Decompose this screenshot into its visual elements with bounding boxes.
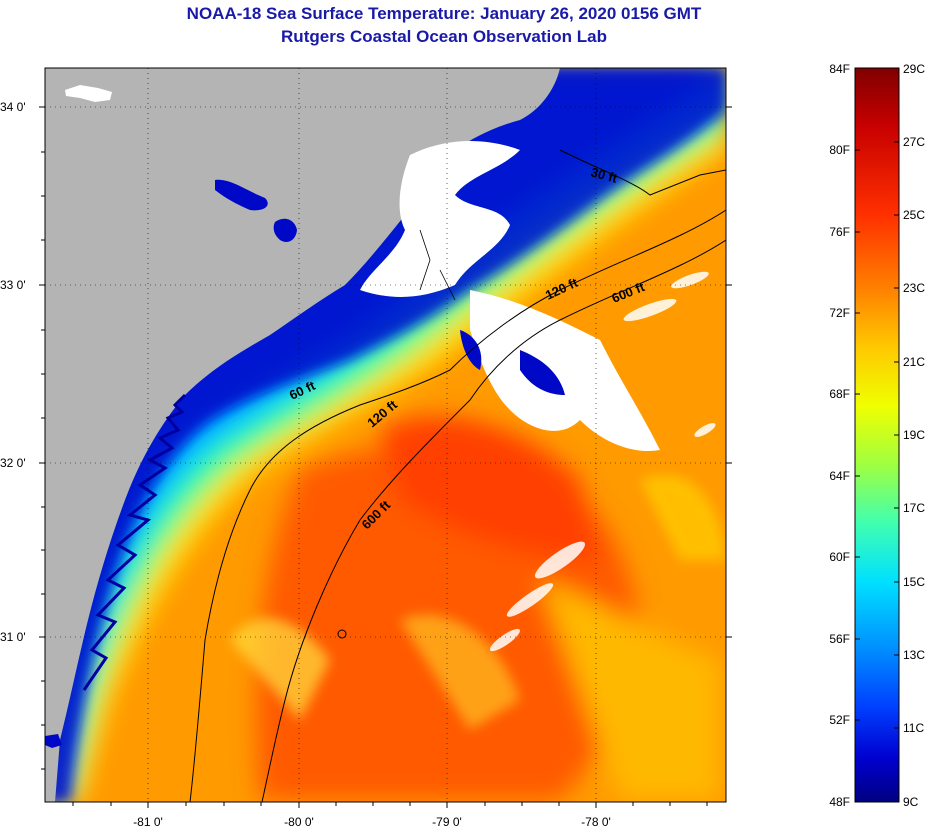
contour-30ft [559,149,726,196]
cb-f-label-8: 52F [829,713,850,727]
cb-c-label-10: 9C [903,795,919,809]
lat-label-32: 32 0' [0,456,26,470]
cb-f-label-3: 72F [829,306,850,320]
cloud-cover [360,140,520,297]
map-subtitle: Rutgers Coastal Ocean Observation Lab [281,27,607,46]
map-imagery [45,68,726,802]
cb-c-label-4: 21C [903,355,925,369]
land-mass [45,68,560,802]
cb-c-label-2: 25C [903,208,925,222]
map-frame [44,67,727,803]
lon-label-81: -81 0' [133,815,163,829]
map-title: NOAA-18 Sea Surface Temperature: January… [186,4,702,23]
lat-label-31: 31 0' [0,630,26,644]
cb-f-label-9: 48F [829,795,850,809]
cb-c-label-1: 27C [903,135,925,149]
cb-f-label-7: 56F [829,632,850,646]
contour-600ft [261,239,726,802]
cb-f-label-2: 76F [829,225,850,239]
cb-f-label-6: 60F [829,550,850,564]
cb-f-label-5: 64F [829,469,850,483]
cb-f-label-4: 68F [829,387,850,401]
cb-c-label-0: 29C [903,62,925,76]
contour-label-30ft: 30 ft [589,164,619,186]
cb-f-label-1: 80F [829,143,850,157]
cb-c-label-3: 23C [903,281,925,295]
lat-label-33: 33 0' [0,278,26,292]
colorbar: 84F 80F 76F 72F 68F 64F 60F 56F 52F 48F … [829,62,925,809]
location-marker [337,629,347,639]
cb-c-label-5: 19C [903,428,925,442]
cb-f-label-0: 84F [829,62,850,76]
cb-c-label-6: 17C [903,501,925,515]
colorbar-gradient [854,67,900,803]
axis-ticks [39,106,732,808]
lon-label-79: -79 0' [432,815,462,829]
cb-c-label-9: 11C [903,721,924,735]
contour-120ft [189,209,726,802]
cb-c-label-7: 15C [903,575,925,589]
cb-c-label-8: 13C [903,648,925,662]
lon-label-78: -78 0' [581,815,611,829]
lat-label-34: 34 0' [0,100,26,114]
lat-lon-grid [45,68,726,802]
lon-label-80: -80 0' [284,815,314,829]
